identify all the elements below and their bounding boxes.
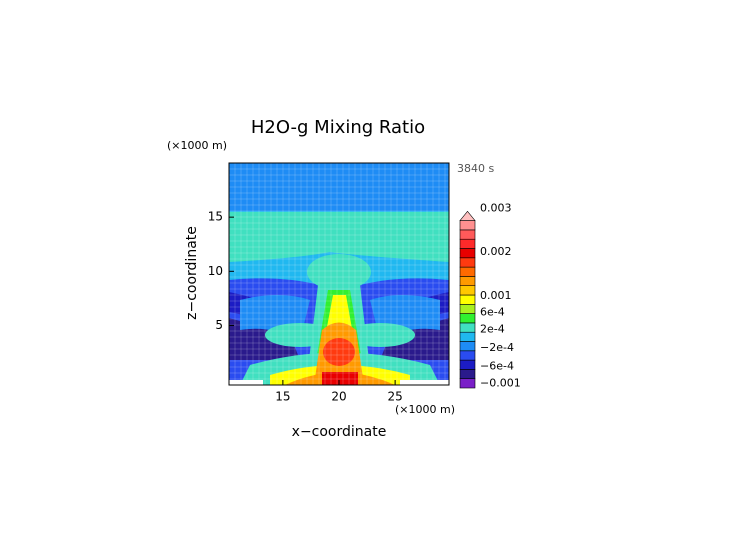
colorbar-box [459,322,476,333]
y-tick-label: 10 [208,264,223,278]
colorbar-label: −2e-4 [480,341,514,354]
y-tick-label: 15 [208,210,223,224]
colorbar-box [459,369,476,379]
colorbar-triangle [459,210,476,221]
colorbar-box [459,303,476,314]
y-unit: (×1000 m) [167,139,227,152]
colorbar-box [459,341,476,352]
colorbar-box [459,285,476,296]
colorbar-box [459,359,476,370]
colorbar-box [459,229,476,240]
x-tick-label: 15 [275,390,290,404]
contour-field [229,163,449,385]
chart-title: H2O-g Mixing Ratio [251,117,425,138]
colorbar-box [459,257,476,268]
time-label: 3840 s [457,162,494,175]
x-unit: (×1000 m) [395,403,455,416]
colorbar-box [459,331,476,342]
colorbar-label: 0.003 [480,202,512,215]
y-tick-label: 5 [215,318,223,332]
colorbar-box [459,220,476,231]
y-axis-label: z−coordinate [184,226,200,320]
colorbar-box [459,378,476,389]
x-axis-label: x−coordinate [292,424,387,440]
colorbar-box [459,313,476,324]
colorbar-box [459,266,476,277]
x-tick-label: 20 [331,390,346,404]
colorbar-label: 0.001 [480,289,512,302]
colorbar-label: 2e-4 [480,322,505,335]
colorbar-label: −6e-4 [480,360,514,373]
colorbar-box [459,276,476,286]
colorbar-box [459,294,476,305]
colorbar-box [459,238,476,249]
colorbar-box [459,350,476,361]
mesh [229,163,449,385]
x-tick-label: 25 [387,390,402,404]
colorbar-label: 0.002 [480,245,512,258]
colorbar-label: −0.001 [480,376,521,389]
colorbar-label: 6e-4 [480,306,505,319]
colorbar-box [459,248,476,259]
